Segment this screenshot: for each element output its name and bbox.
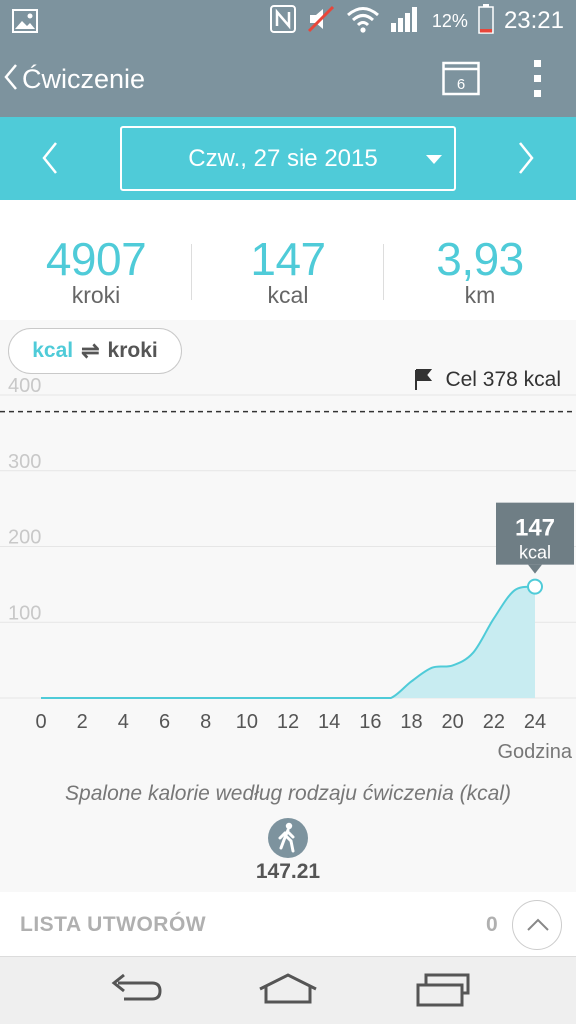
y-tick-label: 100 [8,602,41,624]
date-bar: Czw., 27 sie 2015 [0,117,576,200]
x-tick-label: 4 [118,711,129,733]
x-tick-label: 10 [236,711,258,733]
swap-arrows-icon: ⇌ [81,338,100,363]
chevron-up-icon [527,918,549,931]
battery-percent: 12% [431,10,468,31]
nav-home-button[interactable] [258,971,318,1011]
x-tick-label: 14 [318,711,340,733]
tooltip-pointer [528,564,542,574]
nfc-icon [269,4,296,38]
distance-value: 3,93 [436,233,524,285]
back-chevron-icon [2,62,20,97]
goal-flag-icon [415,369,433,390]
x-tick-label: 16 [359,711,381,733]
home-icon [259,973,317,1004]
recent-apps-icon [416,973,470,1007]
y-tick-label: 300 [8,451,41,473]
next-day-button[interactable] [506,135,546,181]
playlist-label: LISTA UTWORÓW [20,913,207,936]
steps-unit: kroki [71,282,121,308]
walking-calories-value: 147.21 [255,860,321,883]
stat-divider [383,244,384,300]
y-tick-label: 200 [8,527,41,549]
navigation-bar [0,956,576,1024]
goal-label: Cel 378 kcal [445,368,561,391]
walking-person-icon [268,818,308,858]
distance-stat: 3,93 km [384,236,576,308]
tooltip-value: 147 [515,515,555,542]
calories-value: 147 [250,233,326,285]
x-tick-label: 22 [483,711,505,733]
stat-divider [191,244,192,300]
sound-muted-icon [306,4,336,39]
app-bar: Ćwiczenie 6 [0,42,576,117]
selected-date: Czw., 27 sie 2015 [188,144,378,172]
dropdown-caret-icon [426,155,442,164]
playlist-row[interactable]: LISTA UTWORÓW 0 [0,892,576,956]
scroll-up-button[interactable] [512,900,562,950]
steps-stat: 4907 kroki [0,236,192,308]
x-tick-label: 24 [524,711,546,733]
x-tick-label: 18 [400,711,422,733]
x-tick-label: 12 [277,711,299,733]
series-area [41,586,535,698]
overflow-menu-icon [534,60,541,97]
nav-back-button[interactable] [104,971,164,1011]
wifi-icon [346,5,380,38]
unit-toggle-button[interactable]: kcal ⇌ kroki [8,328,182,374]
previous-day-button[interactable] [30,135,70,181]
x-tick-label: 0 [35,711,46,733]
page-title: Ćwiczenie [22,64,146,94]
back-icon [111,973,162,1001]
x-tick-label: 2 [77,711,88,733]
clock: 23:21 [503,7,564,34]
tooltip-unit: kcal [519,543,551,563]
calendar-day: 6 [457,76,465,93]
series-line [40,585,536,699]
battery-icon [478,3,494,39]
chart-caption: Spalone kalorie według rodzaju ćwiczenia… [65,782,511,805]
calories-stat: 147 kcal [192,236,384,308]
value-tooltip [496,502,574,565]
chevron-right-icon [519,142,534,174]
playlist-count: 0 [486,913,498,936]
x-tick-label: 6 [159,711,170,733]
chart-panel: 100 200 300 400 Cel 378 kcal 147 kcal 0 2 4 6 8 10 12… [0,320,576,892]
steps-value: 4907 [45,233,147,285]
image-icon [12,9,38,38]
calendar-icon: 6 [442,61,480,96]
nav-recent-apps-button[interactable] [414,971,474,1011]
toggle-inactive-label: kroki [107,339,158,362]
overflow-menu-button[interactable] [520,56,556,102]
distance-unit: km [464,282,496,308]
x-axis-label: Godzina [498,741,573,763]
y-tick-label: 400 [8,375,41,397]
date-selector[interactable]: Czw., 27 sie 2015 [120,126,456,191]
signal-icon [390,5,422,38]
endpoint-marker [527,578,543,595]
calories-unit: kcal [267,282,309,308]
x-tick-label: 20 [442,711,464,733]
status-bar: 12% 23:21 [0,0,576,42]
back-button[interactable]: Ćwiczenie [0,42,145,117]
x-tick-label: 8 [200,711,211,733]
chevron-left-icon [42,142,57,174]
toggle-active-label: kcal [32,339,74,362]
calendar-button[interactable]: 6 [442,60,480,96]
summary-stats: 4907 kroki 147 kcal 3,93 km [0,200,576,320]
